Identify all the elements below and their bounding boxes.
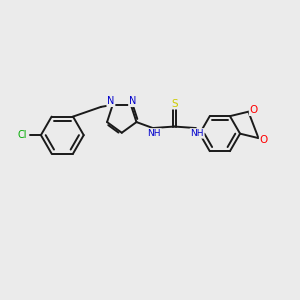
Text: N: N xyxy=(107,96,115,106)
Text: O: O xyxy=(260,135,268,145)
Text: NH: NH xyxy=(190,129,204,138)
Text: O: O xyxy=(250,105,258,115)
Text: S: S xyxy=(172,99,178,109)
Text: Cl: Cl xyxy=(18,130,27,140)
Text: N: N xyxy=(129,96,136,106)
Text: NH: NH xyxy=(148,129,161,138)
